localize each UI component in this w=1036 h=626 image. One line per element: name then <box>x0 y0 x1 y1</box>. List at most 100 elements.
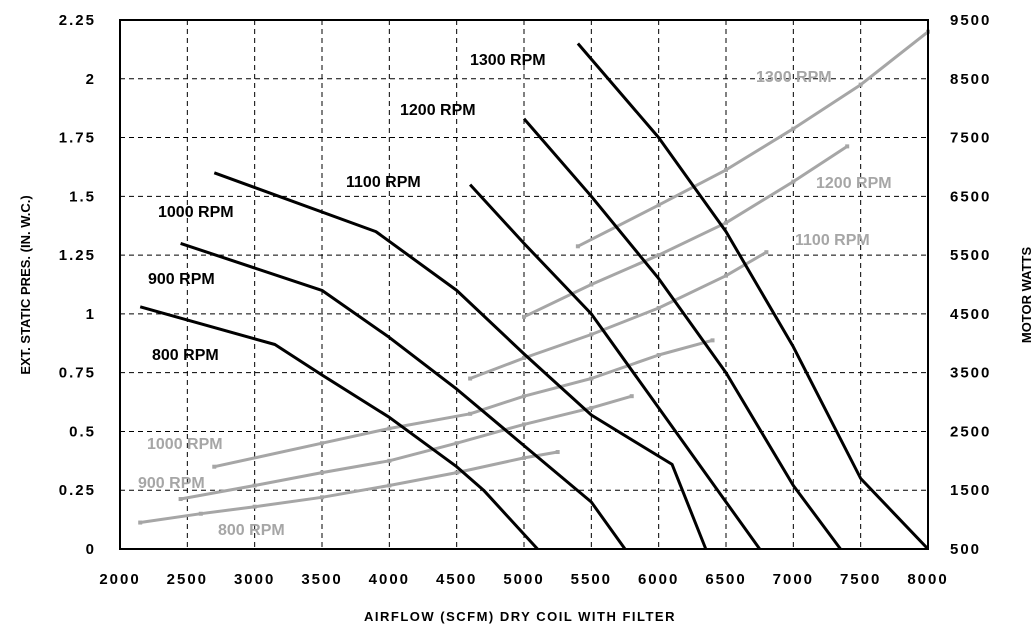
pressure-curve-1000-rpm <box>213 171 708 550</box>
watts-point <box>724 167 728 172</box>
watts-series-1000-rpm <box>212 338 715 469</box>
y2-tick-label: 6500 <box>950 188 991 205</box>
watts-point <box>656 306 661 311</box>
y-tick-label: 0.75 <box>59 365 96 382</box>
grid-lines <box>120 20 928 549</box>
watts-point <box>656 203 661 208</box>
y-tick-label: 0 <box>86 541 96 558</box>
y-axis-ticks: 0 0.25 0.5 0.75 1 1.25 1.5 1.75 2 2.25 <box>59 12 96 558</box>
pressure-label-900: 900 RPM <box>148 271 215 288</box>
watts-point <box>320 441 324 446</box>
watts-point <box>629 394 634 399</box>
watts-point <box>710 338 715 343</box>
pressure-label-1000: 1000 RPM <box>158 204 234 221</box>
pressure-curve-900-rpm <box>180 241 627 550</box>
pressure-curve-1200-rpm <box>522 117 842 550</box>
y-tick-label: 2 <box>86 71 96 88</box>
watts-point <box>387 483 392 488</box>
watts-point <box>454 470 459 475</box>
watts-point <box>468 376 473 381</box>
watts-series-800-rpm <box>138 450 560 525</box>
y2-tick-label: 9500 <box>950 12 991 29</box>
watts-point <box>198 511 203 516</box>
watts-point <box>320 470 324 475</box>
watts-point <box>589 282 594 287</box>
watts-label-900: 900 RPM <box>138 475 205 492</box>
y2-tick-label: 1500 <box>950 482 991 499</box>
watts-point <box>387 426 392 431</box>
x-tick-label: 3000 <box>234 571 275 588</box>
watts-point <box>656 253 661 258</box>
watts-curve <box>213 338 713 469</box>
x-axis-ticks: 2000 2500 3000 3500 4000 4500 5000 5500 6000 6500… <box>99 571 948 588</box>
y-tick-label: 0.25 <box>59 482 96 499</box>
y-tick-label: 2.25 <box>59 12 96 29</box>
watts-label-800: 800 RPM <box>218 522 285 539</box>
watts-point <box>724 273 728 278</box>
watts-point <box>522 422 526 427</box>
plot-frame <box>119 19 929 550</box>
x-tick-label: 4000 <box>369 571 410 588</box>
pressure-curve-800-rpm <box>139 305 539 551</box>
pressure-label-1300: 1300 RPM <box>470 52 546 69</box>
watts-point <box>522 394 526 399</box>
watts-series-900-rpm <box>178 394 634 502</box>
watts-curves <box>138 29 930 525</box>
y-tick-label: 1 <box>86 306 96 323</box>
x-tick-label: 6000 <box>638 571 679 588</box>
watts-curve <box>469 250 768 380</box>
x-tick-label: 4500 <box>436 571 477 588</box>
x-tick-label: 8000 <box>907 571 948 588</box>
pressure-curve-1100-rpm <box>468 183 761 550</box>
watts-curve <box>577 30 929 248</box>
watts-series-1300-rpm <box>575 29 930 249</box>
watts-point <box>724 220 728 225</box>
watts-point <box>522 455 526 460</box>
watts-label-1300: 1300 RPM <box>756 69 832 86</box>
y2-tick-label: 2500 <box>950 423 991 440</box>
watts-point <box>589 405 594 410</box>
watts-point <box>589 332 594 337</box>
y-tick-label: 0.5 <box>69 423 96 440</box>
pressure-label-1100: 1100 RPM <box>346 174 421 191</box>
watts-series-1100-rpm <box>468 250 769 381</box>
y2-tick-label: 5500 <box>950 247 991 264</box>
y2-tick-label: 500 <box>950 541 981 558</box>
watts-curve <box>523 145 849 319</box>
watts-point <box>656 353 661 358</box>
y2-axis-ticks: 500 1500 2500 3500 4500 5500 6500 7500 8500 9500 <box>950 12 991 558</box>
pressure-label-800: 800 RPM <box>152 347 219 364</box>
watts-label-1200: 1200 RPM <box>816 175 892 192</box>
watts-point <box>178 497 183 502</box>
y-tick-label: 1.5 <box>69 188 96 205</box>
y2-axis-title: MOTOR WATTS <box>1019 247 1034 344</box>
watts-point <box>858 82 863 87</box>
y-tick-label: 1.75 <box>59 130 96 147</box>
watts-point <box>764 250 769 255</box>
pressure-curve-1300-rpm <box>576 42 930 551</box>
watts-point <box>468 411 473 416</box>
watts-point <box>522 355 526 360</box>
watts-point <box>252 504 257 509</box>
watts-point <box>138 520 143 525</box>
pressure-curves <box>139 42 930 551</box>
y2-tick-label: 4500 <box>950 306 991 323</box>
watts-point <box>320 495 324 500</box>
x-tick-label: 3500 <box>301 571 342 588</box>
y-tick-label: 1.25 <box>59 247 96 264</box>
pressure-label-1200: 1200 RPM <box>400 102 476 119</box>
y2-tick-label: 3500 <box>950 365 991 382</box>
watts-point <box>791 179 796 184</box>
y2-tick-label: 8500 <box>950 71 991 88</box>
x-axis-title: AIRFLOW (SCFM) DRY COIL WITH FILTER <box>364 609 676 624</box>
watts-point <box>575 244 580 249</box>
watts-point <box>454 441 459 446</box>
watts-point <box>212 464 217 469</box>
watts-label-1100: 1100 RPM <box>795 232 870 249</box>
x-tick-label: 2000 <box>99 571 140 588</box>
y2-tick-label: 7500 <box>950 130 991 147</box>
x-tick-label: 2500 <box>167 571 208 588</box>
watts-label-1000: 1000 RPM <box>147 436 223 453</box>
watts-point <box>791 126 796 131</box>
